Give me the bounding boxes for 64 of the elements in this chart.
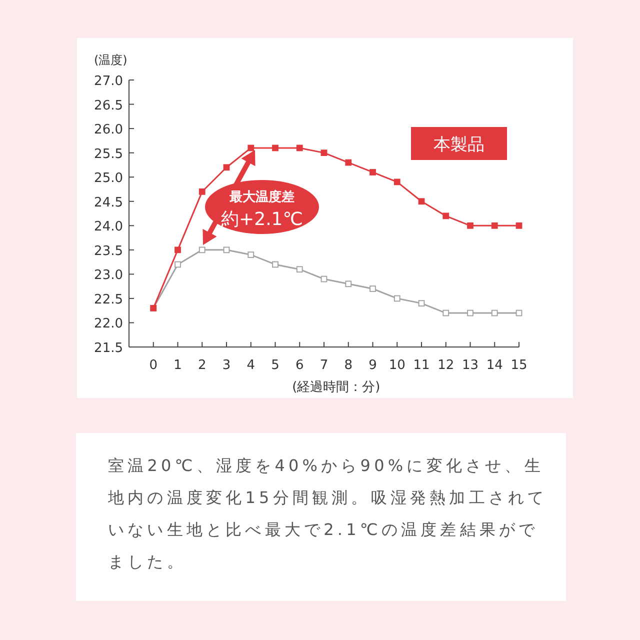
point <box>467 222 474 229</box>
y-tick-label: 26.5 <box>94 98 123 114</box>
point <box>320 150 328 156</box>
annotation: 約+2.1℃ <box>221 209 303 230</box>
point <box>394 295 400 302</box>
y-tick-label: 24.0 <box>94 220 123 235</box>
point <box>223 164 230 171</box>
x-tick-label: 1 <box>174 358 182 373</box>
y-tick-label: 23.0 <box>94 268 123 284</box>
x-tick-label: 0 <box>149 358 158 373</box>
y-tick-label: 22.0 <box>94 316 123 332</box>
x-tick-label: 5 <box>271 358 280 373</box>
point <box>345 159 352 166</box>
point <box>198 246 206 254</box>
y-tick-label: 23.5 <box>94 244 123 259</box>
y-axis-title: (温度) <box>94 53 128 67</box>
x-tick-label: 10 <box>388 358 406 373</box>
y-tick-label: 27.0 <box>94 74 123 89</box>
x-tick-label: 8 <box>344 358 353 373</box>
point <box>491 222 498 229</box>
y-tick-label: 25.5 <box>94 146 123 162</box>
x-tick-label: 2 <box>198 358 206 373</box>
point <box>345 280 352 288</box>
point <box>442 310 450 316</box>
y-tick-label: 24.5 <box>94 195 123 210</box>
annotation: 最大温度差 <box>228 189 294 205</box>
point <box>174 261 181 268</box>
y-tick-label: 21.5 <box>94 341 123 356</box>
y-tick-label: 25.0 <box>94 171 123 186</box>
point <box>491 310 498 316</box>
text: 室温20℃、湿度を40%から90%に変化させ、生地内の温度変化15分間観測。吸湿発熱加工されていない生地と比べ最大で2.1℃の温度差結果がでました。 <box>108 455 548 573</box>
x-tick-label: 7 <box>320 358 328 373</box>
point <box>418 198 425 205</box>
point <box>418 300 425 307</box>
point <box>248 252 254 258</box>
point <box>248 144 254 152</box>
x-tick-label: 12 <box>438 358 454 373</box>
point <box>442 212 450 220</box>
x-tick-label: 14 <box>486 358 503 373</box>
x-tick-label: 6 <box>295 358 304 373</box>
point <box>272 144 278 152</box>
point <box>467 310 474 316</box>
text: 本製品 <box>434 135 484 155</box>
point <box>198 188 206 195</box>
point <box>320 276 328 282</box>
y-tick-label: 26.0 <box>94 122 123 138</box>
point <box>370 169 376 176</box>
point <box>174 246 181 254</box>
point <box>296 266 303 273</box>
point <box>223 246 230 254</box>
point <box>516 310 522 316</box>
point <box>272 261 278 268</box>
point <box>296 144 303 152</box>
point <box>370 286 376 292</box>
x-tick-label: 3 <box>222 358 231 373</box>
y-tick-label: 22.5 <box>94 292 123 308</box>
x-axis-title: (経過時間：分) <box>292 380 380 395</box>
x-tick-label: 15 <box>510 358 528 373</box>
x-tick-label: 13 <box>462 358 479 373</box>
x-tick-label: 9 <box>368 358 377 373</box>
x-tick-label: 4 <box>246 358 256 373</box>
point <box>394 178 400 186</box>
point <box>516 222 522 229</box>
x-tick-label: 11 <box>413 358 430 373</box>
